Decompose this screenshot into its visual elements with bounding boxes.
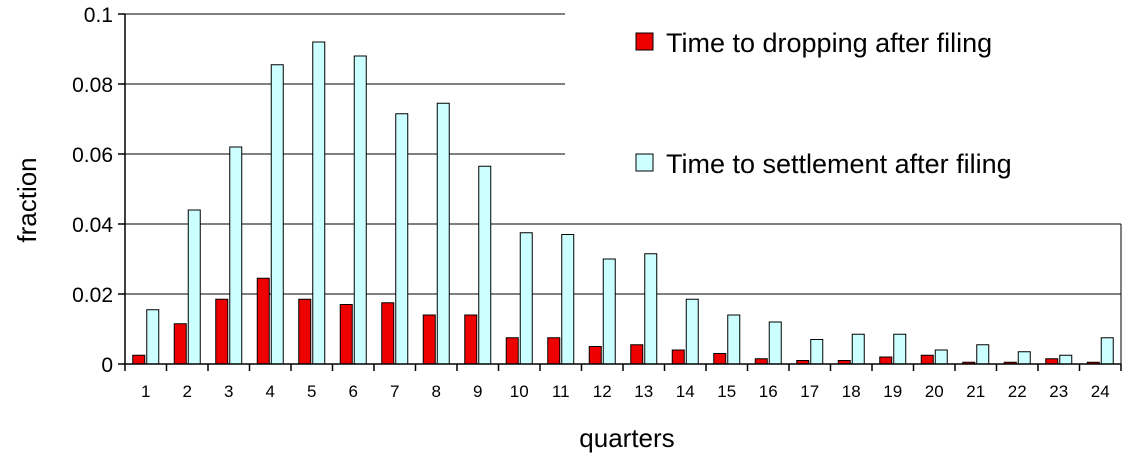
- x-tick-label: 16: [759, 382, 778, 401]
- bar-series-1: [422, 314, 436, 365]
- bar-series-2: [602, 258, 616, 365]
- bar-series-2: [851, 333, 865, 365]
- bar-series-1: [256, 277, 270, 365]
- y-tick-label: 0.04: [72, 214, 113, 237]
- bar-series-2: [519, 232, 533, 365]
- x-tick-label: 22: [1008, 382, 1027, 401]
- x-tick-label: 6: [349, 382, 358, 401]
- x-tick-label: 14: [676, 382, 695, 401]
- y-tick-label: 0: [101, 354, 113, 377]
- legend-swatch: [635, 153, 654, 172]
- bar-series-2: [353, 55, 367, 365]
- x-tick-label: 24: [1091, 382, 1110, 401]
- x-axis-title: quarters: [579, 423, 674, 453]
- legend-label: Time to dropping after filing: [666, 28, 992, 58]
- bar-series-1: [754, 358, 768, 365]
- y-tick-label: 0.08: [72, 74, 113, 97]
- x-tick-label: 18: [842, 382, 861, 401]
- bar-series-1: [713, 353, 727, 365]
- bar-series-2: [1059, 354, 1073, 365]
- bar-series-2: [395, 113, 409, 365]
- bar-series-1: [464, 314, 478, 365]
- bar-series-2: [187, 209, 201, 365]
- x-tick-label: 4: [266, 382, 275, 401]
- gridlines: [125, 13, 1122, 364]
- x-tick-label: 12: [593, 382, 612, 401]
- bar-series-1: [215, 298, 229, 365]
- x-tick-label: 3: [224, 382, 233, 401]
- x-tick-label: 23: [1049, 382, 1068, 401]
- y-ticks: 0 0.02 0.04 0.06 0.08 0.1: [72, 4, 125, 377]
- x-tick-label: 19: [883, 382, 902, 401]
- x-tick-label: 7: [390, 382, 399, 401]
- bar-series-2: [312, 41, 326, 365]
- y-tick-label: 0.1: [84, 4, 113, 27]
- x-ticks: 1 2 3 4 5 6 7 8 9 10 11 12 13 14 15 16 17 18 19 20 21 22 23 24: [124, 364, 1122, 401]
- bar-series-2: [727, 314, 741, 365]
- bar-series-1: [298, 298, 312, 365]
- bar-series-2: [478, 165, 492, 365]
- x-tick-label: 9: [473, 382, 482, 401]
- bar-series-2: [229, 146, 243, 365]
- x-tick-label: 21: [966, 382, 985, 401]
- bar-series-2: [934, 349, 948, 365]
- bar-series-2: [436, 102, 450, 365]
- bars: [132, 41, 1114, 365]
- bar-series-1: [630, 344, 644, 365]
- bar-series-1: [381, 302, 395, 365]
- bar-series-1: [879, 356, 893, 365]
- y-tick-label: 0.06: [72, 144, 113, 167]
- bar-series-1: [547, 337, 561, 365]
- bar-series-1: [339, 304, 353, 365]
- bar-series-2: [146, 309, 160, 365]
- bar-series-1: [1045, 358, 1059, 365]
- bar-series-1: [132, 354, 146, 365]
- bar-series-2: [270, 64, 284, 365]
- bar-series-1: [671, 349, 685, 365]
- bar-series-1: [920, 354, 934, 365]
- legend-label: Time to settlement after filing: [666, 149, 1012, 179]
- bar-series-1: [505, 337, 519, 365]
- bar-series-1: [173, 323, 187, 365]
- legend: Time to dropping after filing Time to set…: [635, 28, 1012, 179]
- bar-series-2: [893, 333, 907, 365]
- x-tick-label: 8: [432, 382, 441, 401]
- bar-series-2: [976, 344, 990, 365]
- x-tick-label: 2: [183, 382, 192, 401]
- y-tick-label: 0.02: [72, 284, 113, 307]
- bar-series-1: [588, 346, 602, 365]
- x-tick-label: 15: [717, 382, 736, 401]
- x-tick-label: 20: [925, 382, 944, 401]
- bar-series-2: [810, 339, 824, 365]
- x-tick-label: 1: [141, 382, 150, 401]
- x-tick-label: 5: [307, 382, 316, 401]
- bar-series-2: [644, 253, 658, 365]
- bar-series-2: [768, 321, 782, 365]
- x-tick-label: 13: [634, 382, 653, 401]
- y-axis-title: fraction: [12, 157, 42, 242]
- bar-series-2: [561, 234, 575, 365]
- bar-series-2: [685, 298, 699, 365]
- x-tick-label: 10: [510, 382, 529, 401]
- bar-series-2: [1017, 351, 1031, 365]
- x-tick-label: 17: [800, 382, 819, 401]
- legend-swatch: [635, 32, 654, 51]
- bar-series-2: [1100, 337, 1114, 365]
- x-tick-label: 11: [552, 382, 570, 401]
